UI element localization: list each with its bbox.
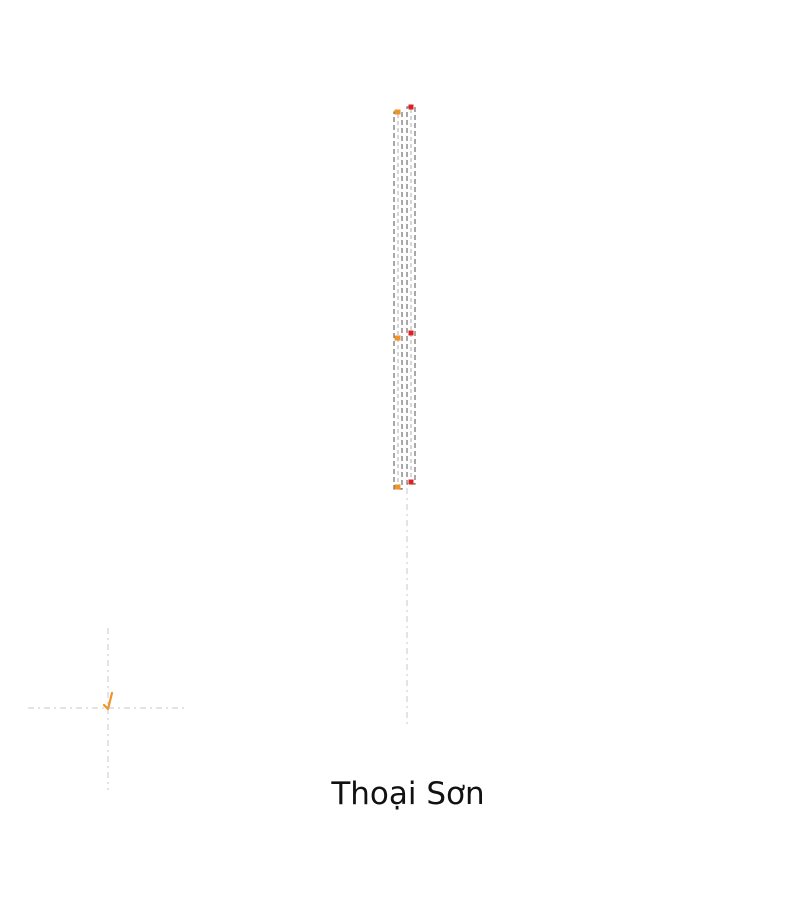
route-right-mid-marker[interactable]: [408, 330, 414, 336]
route-left-end-marker[interactable]: [394, 484, 401, 490]
location-tick-icon: [102, 691, 114, 711]
place-name-label: Thoại Sơn: [331, 776, 485, 812]
route-right-end-marker[interactable]: [408, 479, 414, 485]
route-left[interactable]: [393, 109, 403, 490]
route-right[interactable]: [406, 104, 416, 485]
route-right-start-marker[interactable]: [408, 104, 414, 110]
crosshair-guide: [28, 628, 188, 790]
route-left-start-marker[interactable]: [394, 109, 401, 115]
route-left-mid-marker[interactable]: [394, 335, 401, 341]
